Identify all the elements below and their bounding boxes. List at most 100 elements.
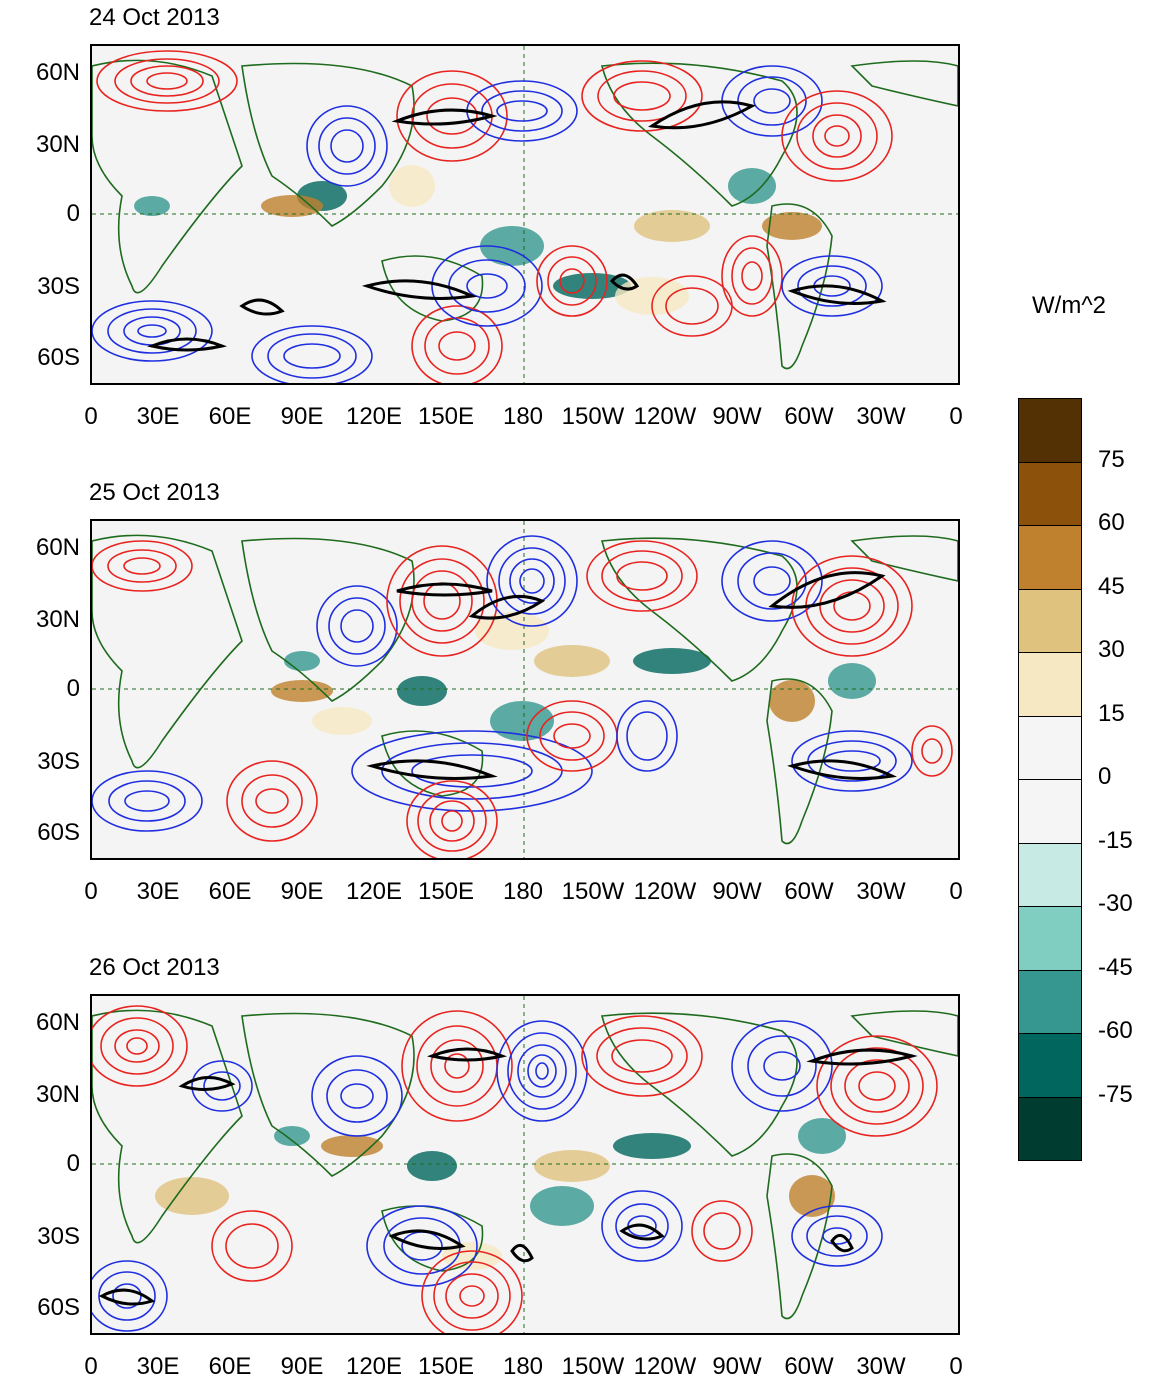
coastline [766, 678, 833, 845]
lon-tick-label: 180 [502, 878, 544, 905]
positive-contour [581, 1015, 703, 1097]
positive-contour [444, 1053, 470, 1079]
positive-contour [553, 723, 591, 749]
positive-contour [547, 256, 597, 306]
negative-contour [107, 308, 197, 354]
negative-contour [753, 566, 791, 596]
positive-contour [146, 72, 188, 90]
positive-contour [703, 1212, 741, 1250]
lat-tick-label: 30N [35, 131, 80, 158]
coastline [601, 1012, 798, 1157]
lon-tick-label: 0 [949, 1353, 963, 1380]
coastline [241, 537, 415, 702]
positive-contour [833, 591, 871, 621]
positive-contour [651, 275, 733, 337]
coastline [601, 537, 798, 682]
positive-contour [824, 125, 850, 147]
negative-contour [721, 540, 823, 622]
positive-contour [225, 1223, 279, 1269]
lat-tick-label: 30S [37, 748, 80, 775]
lon-tick-label: 150W [561, 403, 625, 430]
negative-contour [92, 300, 213, 362]
highlight-contour [609, 273, 640, 291]
coastline [850, 1010, 958, 1057]
lon-tick-label: 120W [633, 1353, 697, 1380]
negative-contour [203, 1071, 241, 1101]
highlight-contour [178, 1076, 236, 1091]
anomaly-shading [155, 1177, 229, 1215]
lon-tick-label: 90E [280, 1353, 324, 1380]
highlight-contour [361, 279, 478, 300]
lon-tick-label: 150W [561, 878, 625, 905]
positive-contour [100, 1017, 174, 1075]
colorbar-label: -45 [1098, 953, 1133, 981]
lat-tick-label: 60S [37, 819, 80, 846]
negative-contour [517, 1044, 567, 1098]
lon-tick-label: 90W [712, 403, 762, 430]
negative-contour [731, 1020, 833, 1112]
coastline [766, 203, 833, 370]
highlight-contour [619, 1223, 665, 1241]
anomaly-shading [633, 648, 711, 674]
negative-contour [92, 770, 203, 832]
positive-contour [616, 561, 668, 591]
colorbar-label: 15 [1098, 699, 1125, 727]
positive-contour [536, 245, 608, 317]
negative-contour [737, 76, 807, 126]
negative-contour [112, 1283, 142, 1309]
positive-contour [596, 1027, 688, 1085]
negative-contour [448, 259, 526, 313]
positive-contour [433, 1261, 511, 1331]
positive-contour [396, 70, 508, 162]
negative-contour [519, 568, 545, 594]
colorbar-swatch [1018, 398, 1082, 463]
positive-contour [255, 788, 289, 814]
positive-contour [731, 247, 773, 305]
negative-contour [527, 1054, 557, 1088]
anomaly-shading [284, 651, 320, 671]
lon-tick-label: 30E [136, 878, 180, 905]
positive-contour [812, 114, 862, 158]
colorbar-swatch [1018, 1096, 1082, 1161]
lat-tick-label: 30S [37, 273, 80, 300]
positive-contour [586, 540, 698, 612]
highlight-contour [391, 108, 498, 126]
negative-contour [791, 730, 913, 792]
positive-contour [819, 579, 885, 633]
negative-contour [806, 1215, 868, 1257]
negative-contour [366, 1205, 478, 1287]
highlight-contour [510, 1243, 534, 1263]
positive-contour [226, 760, 318, 842]
negative-contour [137, 324, 167, 338]
coastline [241, 1012, 415, 1177]
anomaly-shading [480, 226, 544, 266]
lon-tick-label: 60W [784, 878, 834, 905]
negative-contour [251, 325, 373, 383]
lon-tick-label: 150E [417, 878, 475, 905]
highlight-contour [768, 571, 886, 609]
colorbar-label: 0 [1098, 763, 1112, 790]
lon-tick-label: 120W [633, 878, 697, 905]
colorbar-swatch [1018, 461, 1082, 526]
anomaly-shading [762, 212, 822, 240]
lon-tick-label: 90W [712, 1353, 762, 1380]
negative-contour [822, 1227, 852, 1245]
coastline [381, 255, 484, 322]
coastline [241, 62, 415, 227]
highlight-contour [830, 1233, 854, 1253]
positive-contour [123, 557, 161, 575]
positive-contour [816, 1035, 938, 1137]
lon-tick-label: 60E [208, 1353, 252, 1380]
positive-contour [921, 738, 943, 764]
anomaly-shading [271, 680, 333, 702]
positive-contour [130, 65, 204, 97]
negative-contour [753, 88, 791, 114]
anomaly-shading [534, 645, 610, 677]
colorbar-swatch [1018, 842, 1082, 907]
negative-contour [191, 1060, 253, 1112]
coastline [92, 59, 243, 294]
negative-contour [791, 1205, 883, 1267]
colorbar-label: -60 [1098, 1017, 1133, 1044]
negative-contour [326, 1069, 388, 1123]
lon-tick-label: 0 [84, 878, 98, 905]
